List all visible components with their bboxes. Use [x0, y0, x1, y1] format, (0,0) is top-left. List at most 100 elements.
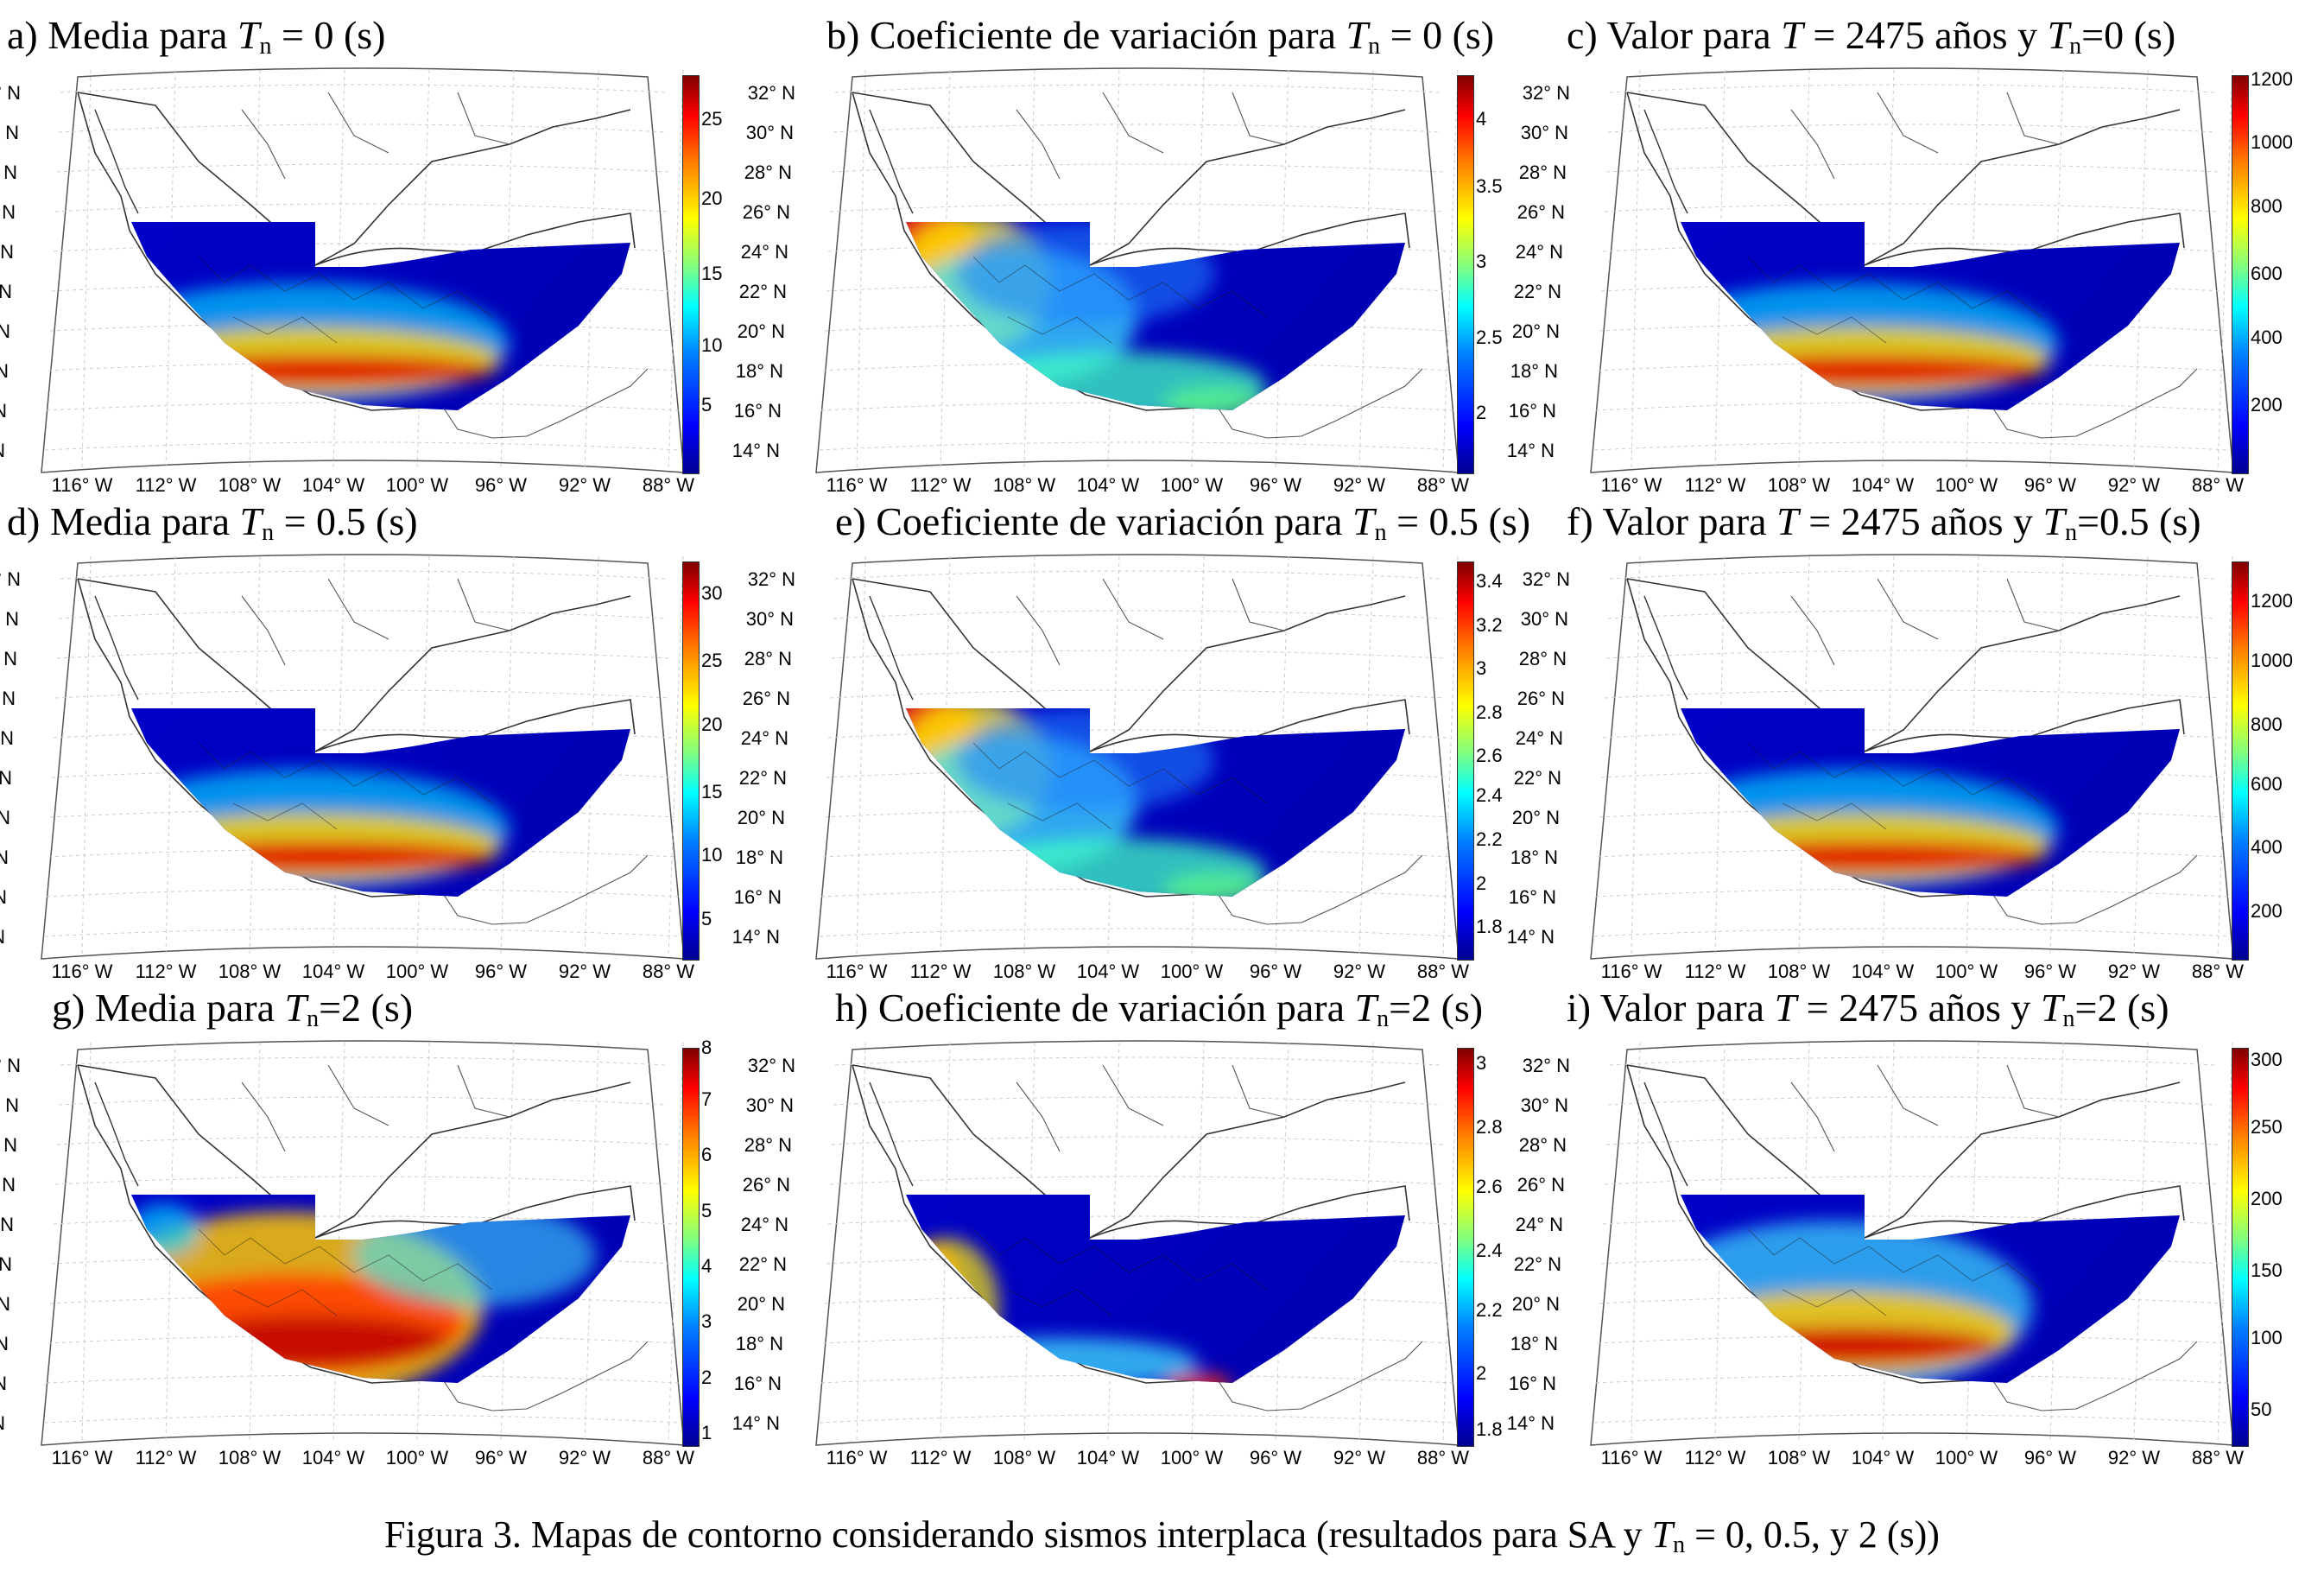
lat-label: 14° N	[0, 926, 5, 948]
panel-title-post: = 0 (s)	[271, 13, 386, 57]
colorbar-tick-label: 2.8	[1476, 1116, 1503, 1138]
state-borders-inner	[1747, 742, 2042, 830]
colorbar-ticks: 1200 1000 800 600 400 200	[2251, 69, 2311, 473]
lon-label: 92° W	[2108, 1447, 2160, 1468]
graticule-lat	[46, 402, 680, 411]
lat-label: 26° N	[1517, 201, 1565, 223]
lat-label: 24° N	[741, 1214, 788, 1235]
lon-label: 92° W	[2108, 474, 2160, 496]
graticule-lat	[829, 689, 1446, 699]
panel-title-var: T	[1346, 13, 1369, 57]
lon-label: 116° W	[826, 961, 888, 982]
colorbar-tick-label: 3.2	[1476, 613, 1503, 636]
pacific-coast	[77, 578, 424, 897]
lon-label: 92° W	[559, 961, 611, 982]
lat-label: 14° N	[0, 440, 5, 461]
lat-label: 32° N	[1523, 568, 1570, 590]
colorbar-tick-label: 3	[1476, 657, 1487, 680]
graticule-lat	[1604, 203, 2220, 212]
colorbar-tick-label: 7	[701, 1088, 712, 1110]
panel-title: e) Coeficiente de variación para Tn = 0.…	[835, 499, 1530, 555]
map-panel: a) Media para Tn = 0 (s) 32° N 30° N 28° N…	[0, 13, 775, 497]
map-panel: h) Coeficiente de variación para Tn=2 (s…	[732, 986, 1549, 1469]
graticule-lon	[500, 1042, 515, 1443]
panel-title-mid: = 2475 años y	[1796, 986, 2041, 1030]
colorbar-tick-label: 30	[701, 581, 723, 604]
map-panel: f) Valor para T = 2475 años y Tn=0.5 (s)…	[1507, 499, 2324, 983]
panel-title-sub2: n	[2062, 1005, 2075, 1032]
graticule-lon	[1442, 1042, 1459, 1443]
graticule-lat	[1604, 1176, 2220, 1185]
colorbar-ticks: 8 7 6 5 4 3 2 1	[701, 1038, 762, 1445]
lon-label: 116° W	[826, 1447, 888, 1468]
graticule-lat	[54, 203, 671, 212]
graticule-lon	[856, 69, 866, 470]
state-borders-inner	[198, 256, 493, 344]
lat-label: 16° N	[0, 400, 7, 422]
graticule-lon	[2217, 1042, 2233, 1443]
panel-title-post: = 0.5 (s)	[1386, 499, 1531, 543]
colorbar-tick-label: 800	[2251, 194, 2283, 217]
caption-sub: n	[1673, 1532, 1686, 1558]
graticule-lat	[60, 84, 666, 93]
lon-label: 112° W	[136, 1447, 197, 1468]
colorbar-tick-label: 2.5	[1476, 326, 1503, 348]
graticule-lat	[58, 124, 668, 133]
panel-title-pre: Valor para	[1602, 499, 1777, 543]
lat-label: 26° N	[743, 201, 790, 223]
graticule-lat	[1593, 928, 2231, 937]
pacific-coast	[77, 1064, 424, 1384]
graticule-lon	[1882, 69, 1895, 470]
graticule-lat	[1595, 888, 2229, 897]
lat-label: 32° N	[0, 1055, 21, 1076]
lon-label: 108° W	[993, 474, 1056, 496]
lon-label: 108° W	[993, 1447, 1056, 1468]
figure-caption: Figura 3. Mapas de contorno considerando…	[0, 1513, 2324, 1567]
colorbar-tick-label: 1200	[2251, 67, 2293, 90]
lat-label: 24° N	[1516, 1214, 1563, 1235]
graticule-lat	[1604, 689, 2220, 699]
colorbar-ticks: 30 25 20 15 10 5	[701, 561, 762, 959]
lat-label: 30° N	[746, 608, 794, 630]
panel-letter: e)	[835, 499, 866, 543]
lat-label: 28° N	[1519, 1134, 1567, 1156]
graticule-lon	[249, 1042, 261, 1443]
lat-label: 18° N	[1510, 360, 1558, 382]
graticule-lon	[1631, 555, 1641, 956]
graticule-lat	[831, 650, 1444, 659]
panel-title-var2: T	[2040, 986, 2063, 1030]
colorbar-ticks: 25 20 15 10 5	[701, 75, 762, 473]
graticule-lon	[2217, 69, 2233, 470]
colorbar-tick-label: 5	[701, 393, 712, 415]
central-america	[1989, 1341, 2198, 1411]
graticule-lat	[1595, 1374, 2229, 1384]
panel-title-sub: n	[1377, 1005, 1390, 1032]
pacific-coast	[1626, 1064, 1973, 1384]
colorbar-tick-label: 2	[1476, 402, 1487, 423]
lat-label: 30° N	[0, 122, 19, 143]
graticule-lon	[584, 555, 599, 956]
panel-title-var: T	[284, 986, 307, 1030]
graticule-lat	[54, 1176, 671, 1185]
colorbar-tick-label: 1200	[2251, 590, 2293, 612]
panel-letter: c)	[1567, 13, 1598, 57]
panel-title-pre: Media para	[94, 986, 285, 1030]
panel-title-post: =0 (s)	[2081, 13, 2176, 57]
colorbar-tick-label: 2.2	[1476, 1298, 1503, 1321]
graticule-lon	[1714, 1042, 1726, 1443]
colorbar-tick-label: 8	[701, 1037, 712, 1058]
land-outline	[77, 92, 631, 266]
state-borders-inner	[1747, 256, 2042, 344]
gulf-coast	[1864, 212, 2185, 266]
graticule-lon	[1358, 1042, 1374, 1443]
lat-label: 32° N	[0, 82, 21, 104]
lon-label: 96° W	[2024, 1447, 2076, 1468]
lon-label: 104° W	[302, 961, 365, 982]
colorbar	[682, 561, 700, 961]
graticule-lon	[940, 555, 951, 956]
graticule-lat	[1609, 570, 2215, 580]
lon-label: 88° W	[643, 474, 694, 496]
graticule-lon	[668, 555, 684, 956]
lat-label: 14° N	[0, 1412, 5, 1434]
lon-label: 100° W	[386, 961, 449, 982]
